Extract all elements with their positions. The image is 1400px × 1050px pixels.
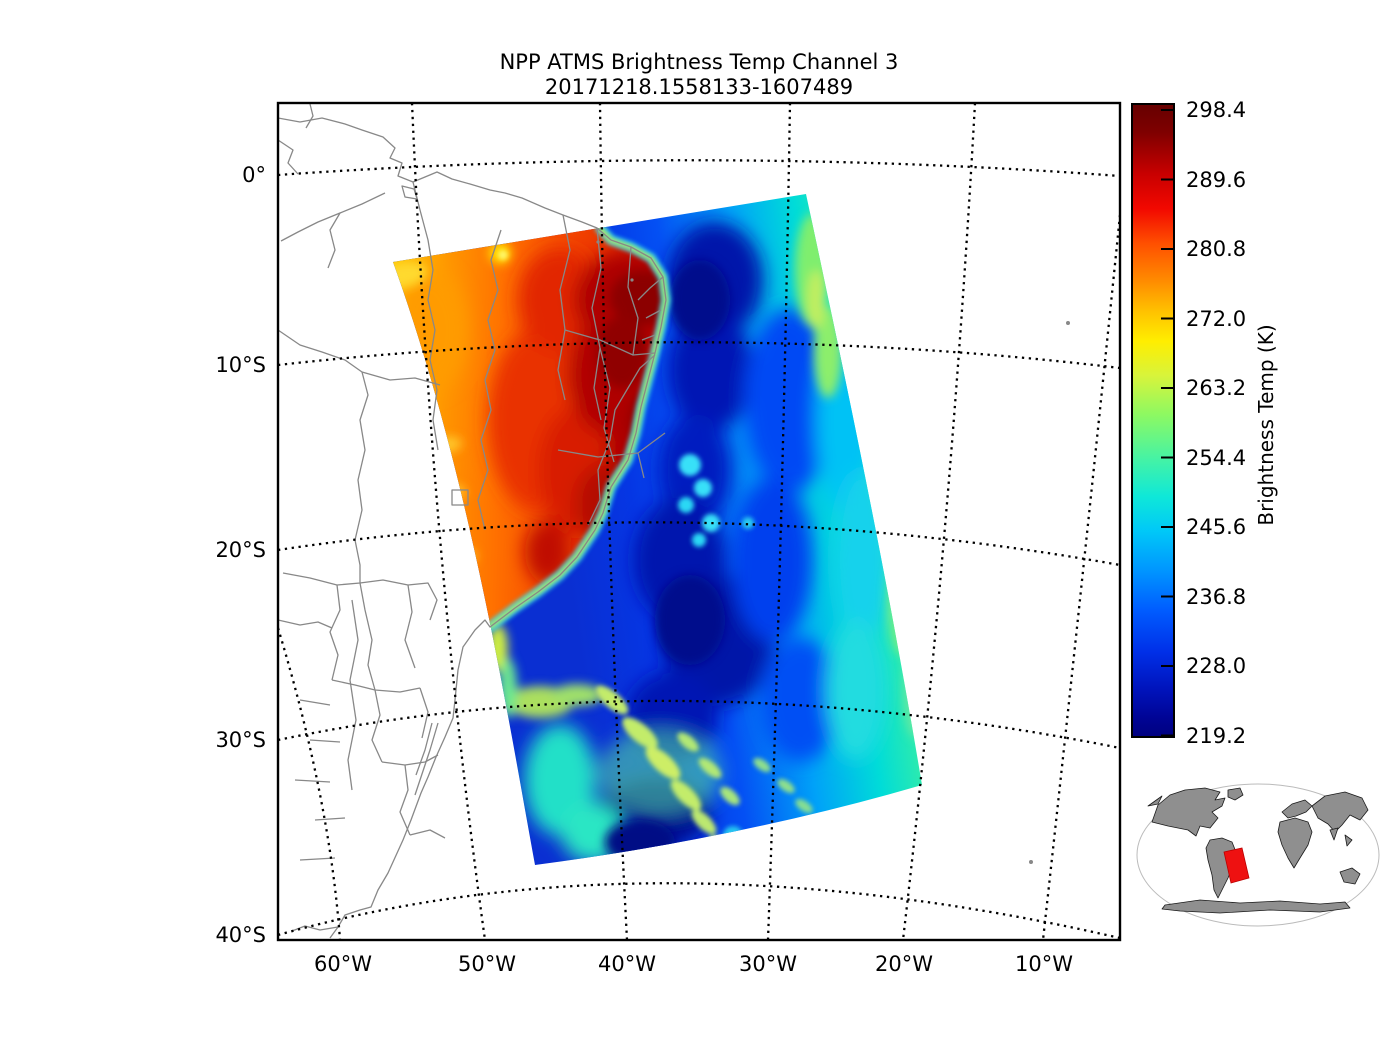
- lat-tick-40s: 40°S: [215, 923, 266, 947]
- colorbar-ticks: [1161, 109, 1174, 737]
- colorbar-axis-label: Brightness Temp (K): [1254, 324, 1278, 526]
- lat-tick-20s: 20°S: [215, 538, 266, 562]
- colorbar-tick-228-0: 228.0: [1186, 654, 1247, 678]
- colorbar-tick-272-0: 272.0: [1186, 306, 1247, 331]
- figure-title: NPP ATMS Brightness Temp Channel 3: [499, 50, 899, 74]
- inset-swath-footprint: [1223, 847, 1250, 884]
- lat-line-10s: [278, 341, 1120, 370]
- colorbar-tick-298-4: 298.4: [1186, 98, 1247, 122]
- lat-line-40s: [278, 882, 1120, 940]
- lon-tick-30w: 30°W: [739, 952, 797, 976]
- map-panel: [278, 103, 1120, 940]
- colorbar-tick-280-8: 280.8: [1186, 237, 1247, 261]
- colorbar-tick-263-2: 263.2: [1186, 376, 1247, 400]
- lon-tick-50w: 50°W: [458, 952, 516, 976]
- inset-antarctica: [1161, 899, 1351, 914]
- lat-line-30s: [278, 699, 1120, 750]
- inset-africa: [1277, 817, 1313, 869]
- colorbar: [1131, 103, 1175, 738]
- coastlines-and-borders: [278, 103, 1070, 939]
- colorbar-tick-245-6: 245.6: [1186, 515, 1247, 539]
- lat-tick-30s: 30°S: [215, 728, 266, 752]
- inset-asia: [1311, 791, 1369, 833]
- lon-line-20w: [901, 103, 977, 940]
- lat-line-0: [278, 159, 1120, 178]
- map-frame: [276, 101, 1122, 942]
- colorbar-tick-236-8: 236.8: [1186, 584, 1247, 609]
- inset-greenland: [1227, 787, 1244, 801]
- graticule: [278, 103, 1120, 940]
- colorbar-tick-289-6: 289.6: [1186, 167, 1247, 192]
- lon-tick-40w: 40°W: [598, 952, 656, 976]
- inset-australia: [1339, 867, 1361, 885]
- colorbar-tick-254-4: 254.4: [1186, 445, 1247, 470]
- lat-tick-0: 0°: [242, 163, 266, 187]
- inset-north-america: [1151, 787, 1226, 837]
- lon-tick-60w: 60°W: [314, 952, 372, 976]
- lat-tick-10s: 10°S: [215, 353, 266, 377]
- lon-tick-10w: 10°W: [1015, 952, 1073, 976]
- figure-subtitle: 20171218.1558133-1607489: [544, 75, 854, 99]
- colorbar-tick-219-2: 219.2: [1186, 723, 1247, 748]
- lon-tick-20w: 20°W: [875, 952, 933, 976]
- lon-line-10w: [1041, 214, 1120, 940]
- inset-europe: [1281, 799, 1313, 819]
- world-locator-inset: [1136, 783, 1380, 927]
- lon-line-60w: [278, 627, 342, 940]
